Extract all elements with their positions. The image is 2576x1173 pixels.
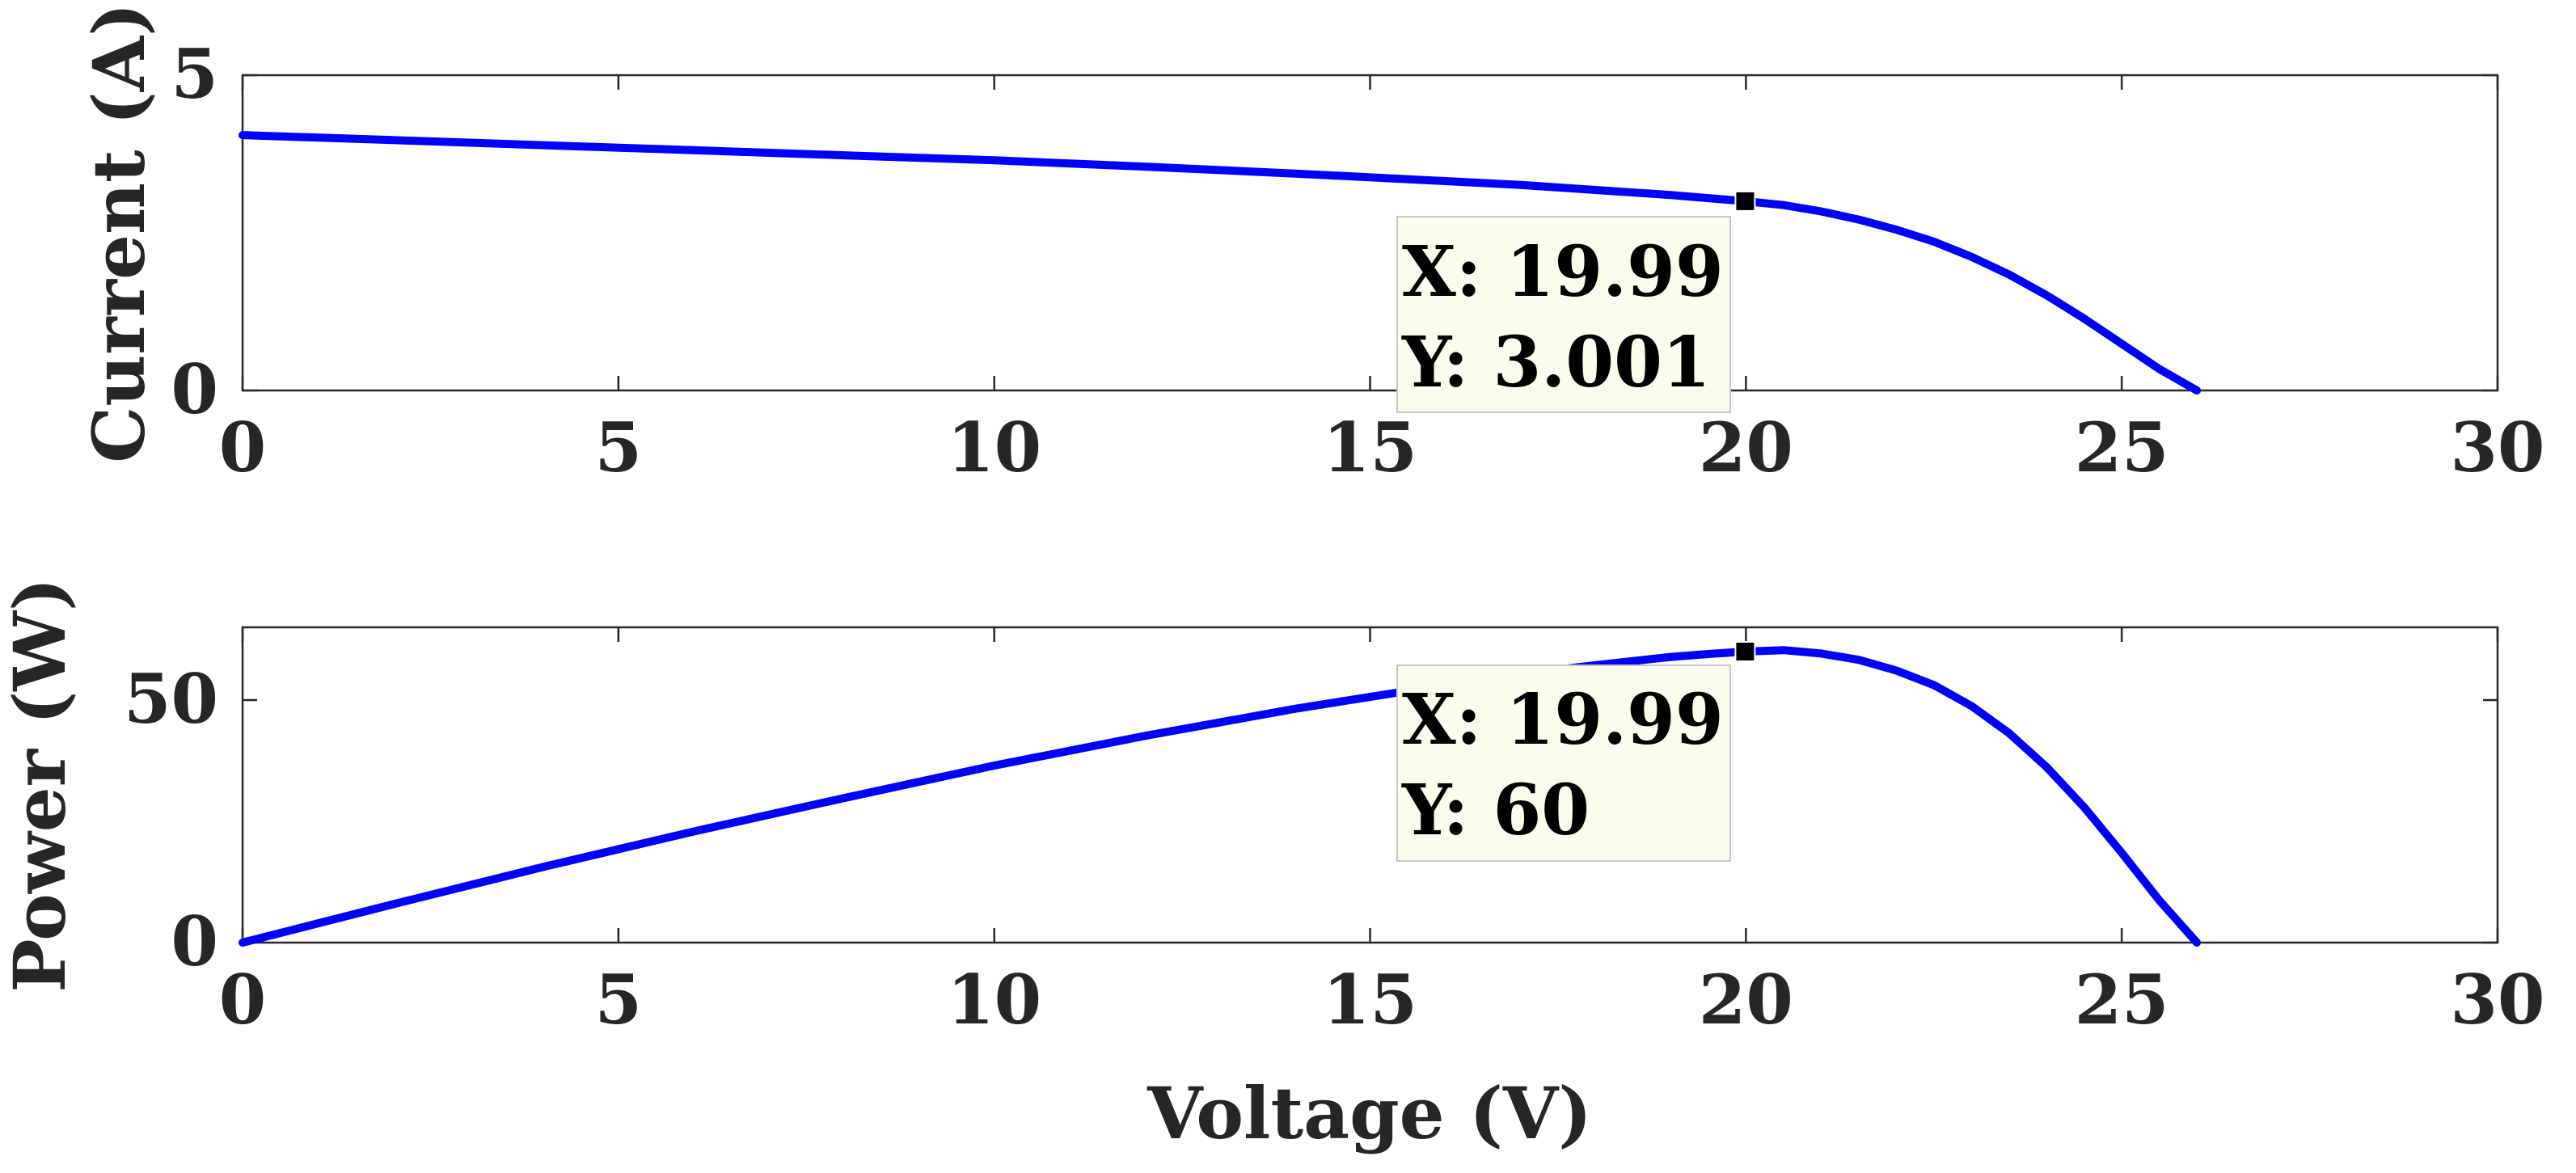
power-x-tick-label: 5 [595,960,642,1040]
current-y-tick-label: 0 [171,349,218,429]
current-x-tick-label: 10 [947,407,1041,487]
current-x-tick-label: 5 [595,407,642,487]
power-datatip-box [1396,665,1731,862]
power-datatip-y: Y: 60 [1401,770,1590,851]
power-y-axis-label: Power (W) [0,577,82,992]
power-x-tick-label: 0 [219,960,266,1040]
current-datatip-box [1396,216,1731,413]
current-axes: 0 5 10 15 20 25 30 0 5 Current (A) X: 19.99 Y: 3… [77,2,2544,487]
power-datatip: X: 19.99 Y: 60 [1396,641,1756,862]
current-series-line [239,131,2202,395]
current-plot-area [241,74,2499,392]
power-series-line [239,646,2202,947]
power-axes: 0 5 10 15 20 25 30 0 50 Power (W) Voltage (V) X:… [0,577,2544,1155]
power-x-tick-label: 15 [1323,960,1417,1040]
current-datatip: X: 19.99 Y: 3.001 [1396,190,1756,413]
power-datatip-marker [1734,641,1756,662]
current-datatip-marker [1734,190,1756,212]
current-x-tick-label: 0 [219,407,266,487]
current-x-tick-label: 25 [2075,407,2169,487]
current-x-tick-label: 20 [1699,407,1793,487]
power-x-tick-label: 20 [1699,960,1793,1040]
power-y-tick-label: 0 [171,901,218,981]
current-x-tick-label: 30 [2451,407,2545,487]
current-datatip-x: X: 19.99 [1402,231,1724,313]
current-y-axis-label: Current (A) [77,2,161,463]
current-datatip-y: Y: 3.001 [1401,322,1711,403]
x-axis-label: Voltage (V) [1147,1071,1592,1155]
power-x-tick-label: 10 [947,960,1041,1040]
power-x-tick-label: 25 [2075,960,2169,1040]
current-x-tick-label: 15 [1323,407,1417,487]
power-datatip-x: X: 19.99 [1402,679,1724,761]
current-y-tick-label: 5 [171,34,218,114]
power-x-tick-label: 30 [2451,960,2545,1040]
power-y-tick-label: 50 [124,659,218,739]
